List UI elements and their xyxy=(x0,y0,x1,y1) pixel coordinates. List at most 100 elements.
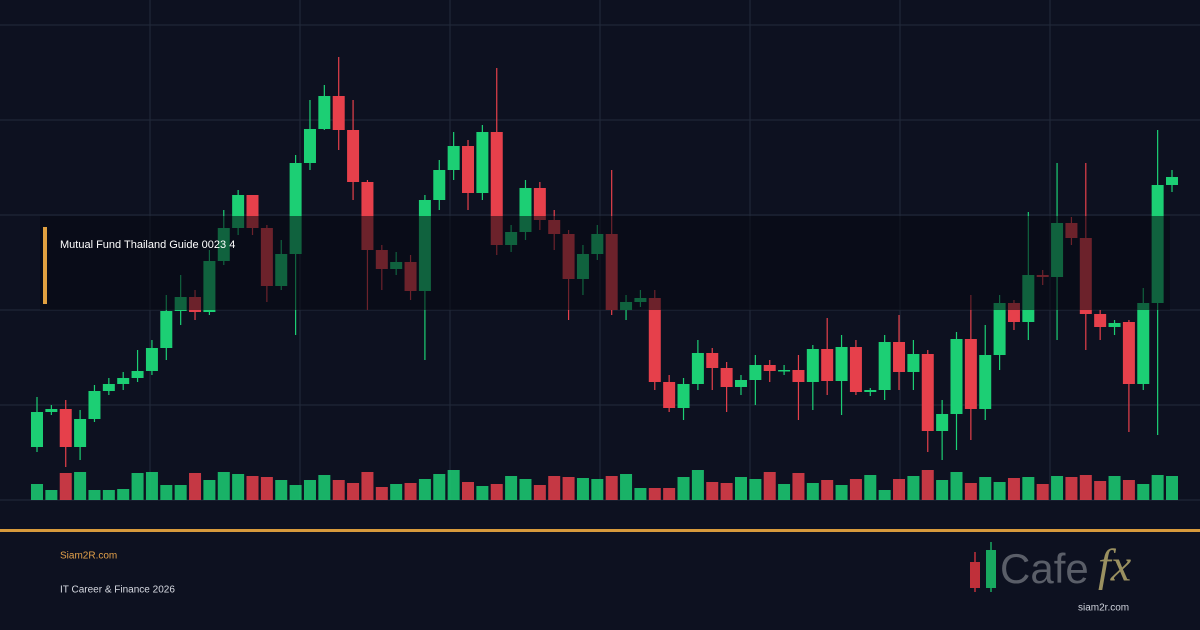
volume-bar xyxy=(864,475,877,500)
candle-body xyxy=(145,348,158,371)
volume-bar xyxy=(145,472,158,500)
volume-bar xyxy=(950,472,963,500)
candle-body xyxy=(318,96,331,129)
logo-candle xyxy=(970,562,980,588)
volume-bar xyxy=(921,470,934,500)
candle-body xyxy=(648,298,661,382)
candle-body xyxy=(102,384,115,391)
volume-bar xyxy=(404,483,417,500)
overlay-title: Mutual Fund Thailand Guide 0023 4 xyxy=(60,239,235,251)
candle-body xyxy=(763,365,776,371)
volume-bar xyxy=(878,490,891,500)
volume-bar xyxy=(849,479,862,500)
candle-body xyxy=(663,382,676,408)
volume-bar xyxy=(936,480,949,500)
volume-bar xyxy=(591,479,604,500)
volume-bar xyxy=(1022,477,1035,500)
candle-body xyxy=(806,349,819,382)
candle-body xyxy=(1108,323,1121,327)
candle-body xyxy=(74,419,87,447)
volume-bar xyxy=(1051,476,1064,500)
candle-body xyxy=(45,409,58,412)
volume-bar xyxy=(893,479,906,500)
volume-bar xyxy=(332,480,345,500)
volume-bar xyxy=(318,475,331,500)
volume-bar xyxy=(1151,475,1164,500)
volume-bar xyxy=(246,476,259,500)
volume-bar xyxy=(88,490,101,500)
candle-body xyxy=(476,132,489,193)
volume-bar xyxy=(189,473,202,500)
volume-bar xyxy=(562,477,575,500)
volume-bar xyxy=(433,474,446,500)
candle-body xyxy=(821,349,834,381)
volume-bar xyxy=(792,473,805,500)
volume-bar xyxy=(720,483,733,500)
volume-bar xyxy=(45,490,58,500)
candle-body xyxy=(950,339,963,414)
volume-bar xyxy=(648,488,661,500)
volume-bar xyxy=(605,476,618,500)
candle-body xyxy=(964,339,977,409)
volume-bar xyxy=(232,474,245,500)
volume-bar xyxy=(203,480,216,500)
volume-bar xyxy=(418,479,431,500)
candle-body xyxy=(88,391,101,419)
candle-body xyxy=(993,303,1006,355)
volume-bar xyxy=(160,485,173,500)
candle-body xyxy=(893,342,906,372)
volume-bar xyxy=(447,470,460,500)
volume-bar xyxy=(519,479,532,500)
candle-body xyxy=(533,188,546,220)
logo-accent: fx xyxy=(1098,540,1132,591)
volume-bar xyxy=(1036,484,1049,500)
volume-bar xyxy=(1094,481,1107,500)
volume-bar xyxy=(74,472,87,500)
volume-bar xyxy=(1137,484,1150,500)
candle-body xyxy=(332,96,345,130)
volume-bar xyxy=(1166,476,1178,500)
volume-bar xyxy=(390,484,403,500)
candle-body xyxy=(921,354,934,431)
candle-body xyxy=(1137,303,1150,384)
volume-bar xyxy=(634,488,647,500)
volume-bar xyxy=(1108,476,1121,500)
volume-bar xyxy=(734,477,747,500)
volume-bar xyxy=(663,488,676,500)
candle-body xyxy=(303,129,316,163)
overlay-accent xyxy=(43,227,47,304)
volume-bar xyxy=(505,476,518,500)
candle-body xyxy=(677,384,690,408)
volume-bar xyxy=(993,482,1006,500)
volume-bar xyxy=(31,484,43,500)
logo: Cafe fx siam2r.com xyxy=(970,540,1132,614)
volume-bar xyxy=(979,477,992,500)
candle-body xyxy=(117,378,130,384)
volume-bar xyxy=(1007,478,1020,500)
volume-bar xyxy=(1065,477,1078,500)
footer-tagline: IT Career & Finance 2026 xyxy=(60,585,175,596)
volume-bar xyxy=(749,479,762,500)
candle-body xyxy=(706,353,719,368)
volume-bar xyxy=(490,484,503,500)
candle-body xyxy=(31,412,43,447)
volume-bar xyxy=(835,485,848,500)
volume-bar xyxy=(821,480,834,500)
volume-bar xyxy=(1079,475,1092,500)
volume-bar xyxy=(533,485,546,500)
candle-body xyxy=(849,347,862,392)
volume-bar xyxy=(303,480,316,500)
candle-body xyxy=(864,390,877,392)
volume-bar xyxy=(548,476,561,500)
volume-bar xyxy=(691,470,704,500)
volume-bar xyxy=(620,474,633,500)
candle-body xyxy=(1122,322,1135,384)
candle-body xyxy=(160,311,173,348)
volume-bar xyxy=(59,473,72,500)
candle-body xyxy=(878,342,891,390)
candle-body xyxy=(792,370,805,382)
volume-bar xyxy=(289,485,302,500)
volume-bar xyxy=(260,477,273,500)
volume-bar xyxy=(347,483,360,500)
